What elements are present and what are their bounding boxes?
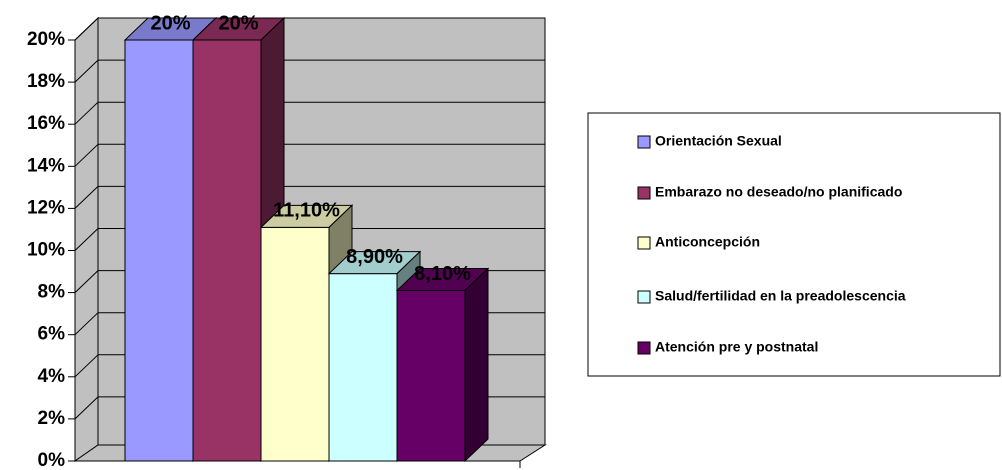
bar-front: [192, 39, 262, 462]
legend-label: Anticoncepción: [655, 234, 760, 250]
grid-line-side: [74, 143, 99, 167]
data-label: 20%: [218, 12, 258, 34]
legend-swatch: [637, 186, 651, 200]
y-tick-label: 14%: [27, 155, 65, 176]
grid-line-side: [74, 186, 99, 209]
legend-swatch: [637, 341, 651, 355]
data-label: 8,90%: [346, 246, 403, 268]
grid-line-side: [74, 270, 99, 293]
data-label: 20%: [150, 12, 190, 34]
y-tick-label: 20%: [27, 29, 65, 50]
grid-line-side: [74, 312, 99, 336]
y-tick-label: 0%: [38, 450, 66, 470]
y-tick-label: 4%: [38, 366, 66, 387]
grid-line-side: [74, 17, 99, 41]
grid-line-side: [74, 228, 99, 251]
grid-line-side: [74, 59, 99, 83]
y-tick-label: 10%: [27, 240, 65, 261]
legend-label: Embarazo no deseado/no planificado: [655, 184, 902, 200]
data-label: 8,10%: [414, 263, 471, 285]
grid-line-side: [74, 396, 99, 420]
y-tick-label: 18%: [27, 71, 65, 92]
data-label: 11,10%: [273, 200, 340, 222]
legend-label: Orientación Sexual: [655, 133, 782, 149]
y-tick-label: 16%: [27, 113, 65, 134]
bar-front: [260, 226, 330, 462]
bar-front: [328, 273, 398, 462]
legend-label: Salud/fertilidad en la preadolescencia: [655, 288, 906, 304]
y-tick-label: 2%: [38, 408, 66, 429]
bar-front: [396, 289, 466, 462]
legend-swatch: [637, 135, 651, 149]
grid-line-side: [74, 354, 99, 378]
y-tick-label: 8%: [38, 282, 66, 303]
y-tick-label: 6%: [38, 324, 66, 345]
legend-box: [587, 112, 1001, 377]
legend-label: Atención pre y postnatal: [655, 339, 818, 355]
legend-swatch: [637, 290, 651, 304]
grid-line-side: [74, 101, 99, 125]
y-tick-label: 12%: [27, 197, 65, 218]
legend-swatch: [637, 236, 651, 250]
bar-side: [464, 267, 489, 463]
bar-front: [124, 39, 194, 462]
